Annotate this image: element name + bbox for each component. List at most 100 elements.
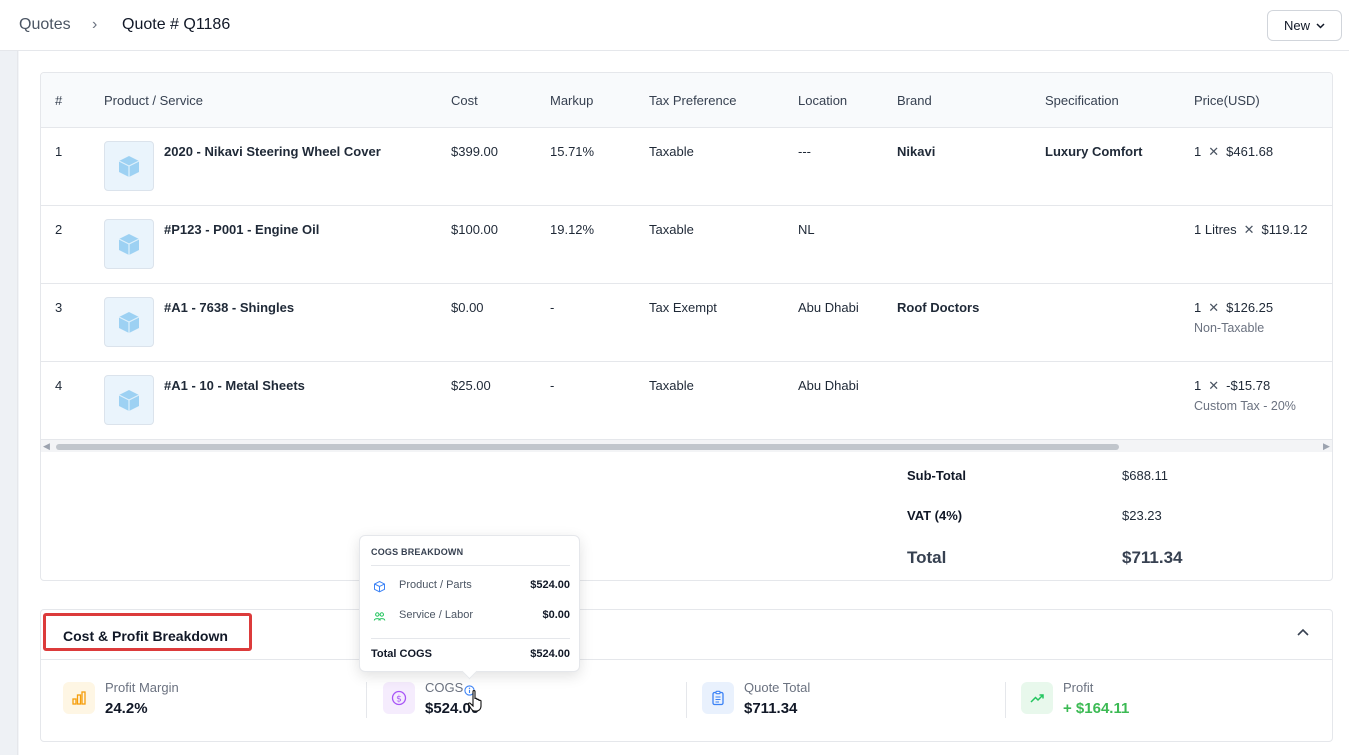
cube-icon: [118, 312, 140, 333]
metric-label: COGS: [425, 680, 464, 695]
location-value: Abu Dhabi: [798, 300, 859, 315]
price-cell: 1 ✕ -$15.78 Custom Tax - 20%: [1194, 378, 1296, 413]
col-cost: Cost: [451, 93, 478, 108]
col-price: Price(USD): [1194, 93, 1260, 108]
metric-label: Profit: [1063, 680, 1094, 695]
dollar-circle-icon: $: [383, 682, 415, 714]
product-thumbnail: [104, 219, 154, 269]
price-value: $126.25: [1226, 300, 1274, 315]
price-value: $461.68: [1226, 144, 1274, 159]
new-button[interactable]: New: [1267, 10, 1342, 41]
vat-label: VAT (4%): [907, 508, 963, 523]
cube-icon: [371, 578, 387, 594]
location-value: NL: [798, 222, 815, 237]
cost-profit-title: Cost & Profit Breakdown: [63, 628, 228, 644]
svg-text:$: $: [396, 694, 402, 704]
info-icon[interactable]: [464, 685, 475, 696]
col-location: Location: [798, 93, 848, 108]
brand-value: Nikavi: [897, 144, 936, 159]
quantity-value: 1 Litres: [1194, 222, 1237, 237]
row-number: 3: [55, 300, 63, 315]
divider: [686, 682, 687, 718]
metric-value: 24.2%: [105, 700, 148, 717]
col-tax-preference: Tax Preference: [649, 93, 737, 108]
cost-profit-header[interactable]: Cost & Profit Breakdown: [41, 610, 1332, 660]
cost-value: $0.00: [451, 300, 484, 315]
tooltip-row-label: Service / Labor: [399, 609, 473, 621]
total-value: $711.34: [1122, 548, 1183, 567]
table-row[interactable]: 1 2020 - Nikavi Steering Wheel Cover $39…: [41, 128, 1332, 206]
product-thumbnail: [104, 297, 154, 347]
chevron-down-icon: [1316, 22, 1325, 29]
tax-value: Taxable: [649, 144, 694, 159]
tooltip-total-row: Total COGS $524.00: [371, 648, 570, 660]
price-cell: 1 ✕ $126.25 Non-Taxable: [1194, 300, 1273, 335]
hand-cursor-icon: [467, 689, 482, 712]
markup-value: 19.12%: [550, 222, 595, 237]
cube-icon: [118, 156, 140, 177]
metric-cogs: $ COGS $524.00: [383, 680, 683, 720]
chevron-up-icon[interactable]: [1293, 622, 1313, 642]
scroll-left-icon[interactable]: ◀: [43, 441, 50, 451]
cogs-breakdown-tooltip: COGS BREAKDOWN Product / Parts $524.00 S…: [359, 535, 580, 672]
quantity-value: 1: [1194, 300, 1202, 315]
cube-icon: [118, 390, 140, 411]
cost-value: $25.00: [451, 378, 491, 393]
product-name[interactable]: 2020 - Nikavi Steering Wheel Cover: [164, 144, 381, 159]
top-bar: Quotes › Quote # Q1186 New: [0, 0, 1349, 51]
table-row[interactable]: 3 #A1 - 7638 - Shingles $0.00 - Tax Exem…: [41, 284, 1332, 362]
tooltip-row: Service / Labor $0.00: [371, 608, 570, 624]
clipboard-icon: [702, 682, 734, 714]
location-value: Abu Dhabi: [798, 378, 859, 393]
price-note: Custom Tax - 20%: [1194, 399, 1296, 413]
price-value: -$15.78: [1226, 378, 1271, 393]
horizontal-scrollbar[interactable]: ◀ ▶: [41, 440, 1332, 452]
col-number: #: [55, 93, 63, 108]
line-items-card: # Product / Service Cost Markup Tax Pref…: [40, 72, 1333, 581]
quantity-value: 1: [1194, 378, 1202, 393]
breadcrumb-quotes-link[interactable]: Quotes: [19, 16, 71, 33]
divider: [371, 565, 570, 566]
tooltip-row-label: Product / Parts: [399, 579, 472, 591]
times-icon: ✕: [1208, 144, 1220, 159]
table-row[interactable]: 4 #A1 - 10 - Metal Sheets $25.00 - Taxab…: [41, 362, 1332, 440]
scrollbar-thumb[interactable]: [56, 444, 1119, 450]
cost-value: $399.00: [451, 144, 498, 159]
total-label: Total: [907, 548, 947, 567]
left-rail: [0, 51, 18, 755]
table-row[interactable]: 2 #P123 - P001 - Engine Oil $100.00 19.1…: [41, 206, 1332, 284]
trending-up-icon: [1021, 682, 1053, 714]
new-button-label: New: [1283, 18, 1310, 33]
markup-value: -: [550, 300, 555, 315]
markup-value: -: [550, 378, 555, 393]
tax-value: Tax Exempt: [649, 300, 717, 315]
col-specification: Specification: [1045, 93, 1119, 108]
subtotal-label: Sub-Total: [907, 468, 966, 483]
page-title: Quote # Q1186: [122, 16, 231, 33]
row-number: 4: [55, 378, 63, 393]
product-name[interactable]: #A1 - 10 - Metal Sheets: [164, 378, 305, 393]
quantity-value: 1: [1194, 144, 1202, 159]
metric-label: Profit Margin: [105, 680, 179, 695]
metric-profit-margin: Profit Margin 24.2%: [63, 680, 363, 720]
metric-value: $524.00: [425, 700, 480, 717]
location-value: ---: [798, 144, 811, 159]
tax-value: Taxable: [649, 378, 694, 393]
brand-value: Roof Doctors: [897, 300, 980, 315]
col-markup: Markup: [550, 93, 594, 108]
price-cell: 1 Litres ✕ $119.12: [1194, 222, 1308, 238]
product-thumbnail: [104, 141, 154, 191]
row-number: 1: [55, 144, 63, 159]
metric-value: $711.34: [744, 700, 798, 717]
cube-icon: [118, 234, 140, 255]
divider: [371, 638, 570, 639]
product-name[interactable]: #P123 - P001 - Engine Oil: [164, 222, 320, 237]
subtotal-value: $688.11: [1122, 468, 1169, 483]
metric-profit: Profit + $164.11: [1021, 680, 1321, 720]
tooltip-title: COGS BREAKDOWN: [371, 547, 464, 557]
metric-quote-total: Quote Total $711.34: [702, 680, 1002, 720]
scroll-right-icon[interactable]: ▶: [1323, 441, 1330, 451]
spec-value: Luxury Comfort: [1045, 144, 1143, 159]
product-name[interactable]: #A1 - 7638 - Shingles: [164, 300, 295, 315]
table-header: # Product / Service Cost Markup Tax Pref…: [41, 73, 1332, 128]
